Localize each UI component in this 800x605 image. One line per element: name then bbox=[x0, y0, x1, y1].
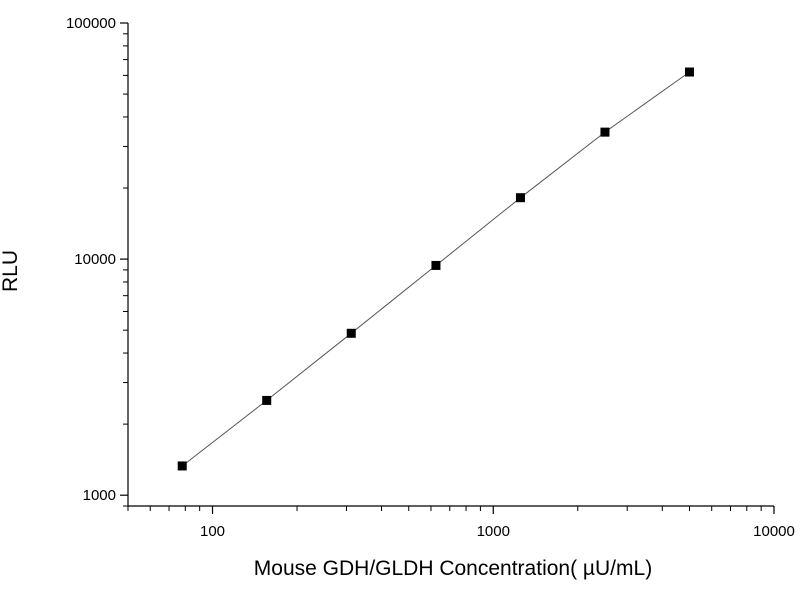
data-point bbox=[684, 67, 694, 77]
axes bbox=[127, 23, 774, 507]
series bbox=[177, 67, 694, 471]
data-point bbox=[346, 328, 356, 338]
data-point bbox=[262, 395, 272, 405]
y-tick-label: 1000 bbox=[83, 487, 116, 504]
y-axis-label: RLU bbox=[0, 250, 22, 292]
ticks: 100 1000 10000 1000 10000 100000 bbox=[66, 15, 795, 540]
x-tick-label: 1000 bbox=[477, 523, 510, 540]
data-point bbox=[431, 260, 441, 270]
data-point bbox=[177, 461, 187, 471]
data-point bbox=[515, 193, 525, 203]
data-point bbox=[600, 127, 610, 137]
x-axis-label: Mouse GDH/GLDH Concentration( µU/mL) bbox=[254, 557, 652, 580]
x-tick-label: 100 bbox=[200, 523, 225, 540]
x-tick-label: 10000 bbox=[753, 523, 795, 540]
y-tick-label: 100000 bbox=[66, 15, 116, 32]
y-tick-label: 10000 bbox=[74, 251, 116, 268]
